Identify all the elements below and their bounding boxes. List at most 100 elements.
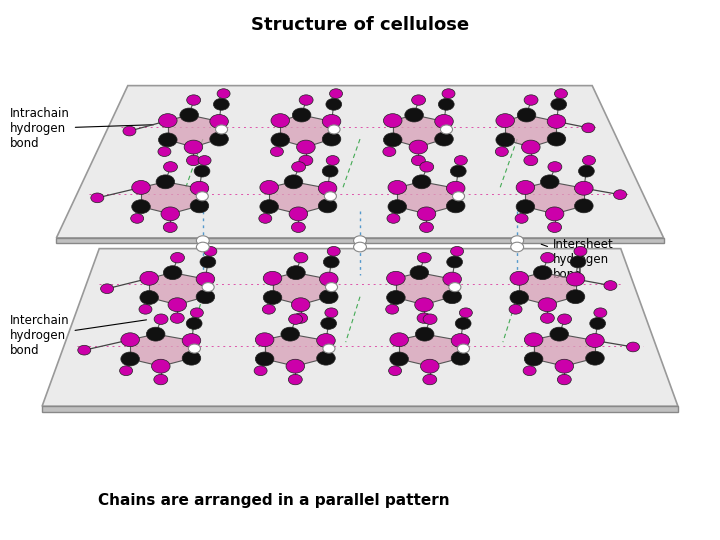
Circle shape (423, 314, 437, 325)
Circle shape (156, 175, 175, 189)
Circle shape (585, 351, 604, 365)
Polygon shape (505, 115, 557, 147)
Polygon shape (280, 115, 331, 147)
Circle shape (323, 344, 335, 353)
Circle shape (180, 108, 199, 122)
Circle shape (320, 290, 338, 303)
Circle shape (457, 344, 469, 353)
Circle shape (215, 125, 228, 134)
Circle shape (550, 327, 569, 341)
Circle shape (446, 181, 465, 195)
Circle shape (292, 108, 311, 122)
Circle shape (510, 242, 523, 252)
Polygon shape (42, 248, 678, 406)
Circle shape (286, 359, 305, 373)
Circle shape (582, 156, 595, 165)
Text: Intersheet
hydrogen
bond: Intersheet hydrogen bond (541, 238, 613, 281)
Circle shape (326, 98, 342, 110)
Circle shape (417, 207, 436, 221)
Circle shape (541, 175, 559, 189)
Circle shape (158, 133, 177, 147)
Circle shape (389, 366, 402, 376)
Circle shape (288, 374, 302, 385)
Polygon shape (534, 334, 595, 366)
Circle shape (325, 192, 336, 201)
Circle shape (140, 291, 158, 305)
Circle shape (197, 242, 210, 252)
Circle shape (515, 213, 528, 223)
Circle shape (194, 165, 210, 177)
Circle shape (442, 89, 455, 98)
Circle shape (575, 199, 593, 213)
Circle shape (189, 344, 200, 353)
Circle shape (451, 351, 469, 365)
Circle shape (154, 314, 168, 325)
Circle shape (200, 256, 216, 268)
Circle shape (517, 108, 536, 122)
Circle shape (557, 374, 571, 385)
Circle shape (154, 374, 168, 385)
Text: Structure of cellulose: Structure of cellulose (251, 16, 469, 34)
Circle shape (354, 236, 366, 245)
Circle shape (390, 333, 408, 347)
Circle shape (555, 359, 574, 373)
Circle shape (186, 155, 200, 166)
Circle shape (446, 199, 465, 213)
Circle shape (289, 314, 302, 325)
Text: Interchain
hydrogen
bond: Interchain hydrogen bond (10, 314, 146, 357)
Circle shape (423, 374, 437, 385)
Circle shape (323, 256, 339, 268)
Circle shape (326, 156, 339, 165)
Circle shape (446, 256, 462, 268)
Circle shape (186, 95, 201, 105)
Circle shape (383, 147, 396, 157)
Polygon shape (397, 182, 456, 214)
Polygon shape (56, 86, 664, 238)
Circle shape (524, 333, 543, 347)
Circle shape (449, 282, 461, 292)
Circle shape (318, 199, 337, 213)
Circle shape (123, 126, 136, 136)
Circle shape (510, 271, 528, 285)
Circle shape (547, 132, 566, 146)
Circle shape (545, 207, 564, 221)
Text: Chains are arranged in a parallel pattern: Chains are arranged in a parallel patter… (99, 493, 450, 508)
Circle shape (435, 114, 454, 129)
Circle shape (554, 89, 567, 98)
Circle shape (452, 192, 464, 201)
Circle shape (454, 156, 467, 165)
Circle shape (260, 180, 279, 194)
Circle shape (387, 271, 405, 285)
Circle shape (262, 305, 275, 314)
Circle shape (101, 284, 114, 294)
Circle shape (594, 308, 607, 318)
Circle shape (323, 114, 341, 129)
Circle shape (388, 200, 407, 214)
Circle shape (260, 200, 279, 214)
Circle shape (325, 308, 338, 318)
Circle shape (412, 95, 426, 105)
Circle shape (264, 271, 282, 285)
Circle shape (496, 133, 515, 147)
Circle shape (202, 282, 214, 292)
Circle shape (121, 352, 140, 366)
Circle shape (538, 298, 557, 312)
Circle shape (590, 318, 606, 329)
Circle shape (163, 161, 177, 172)
Circle shape (321, 318, 336, 329)
Circle shape (523, 366, 536, 376)
Circle shape (158, 147, 171, 157)
Circle shape (388, 180, 407, 194)
Circle shape (417, 313, 431, 323)
Circle shape (451, 246, 464, 256)
Circle shape (190, 181, 209, 195)
Circle shape (196, 272, 215, 286)
Circle shape (299, 155, 313, 166)
Circle shape (420, 359, 439, 373)
Circle shape (541, 253, 554, 263)
Circle shape (548, 161, 562, 172)
Circle shape (459, 308, 472, 318)
Circle shape (323, 132, 341, 146)
Circle shape (78, 345, 91, 355)
Circle shape (190, 308, 203, 318)
